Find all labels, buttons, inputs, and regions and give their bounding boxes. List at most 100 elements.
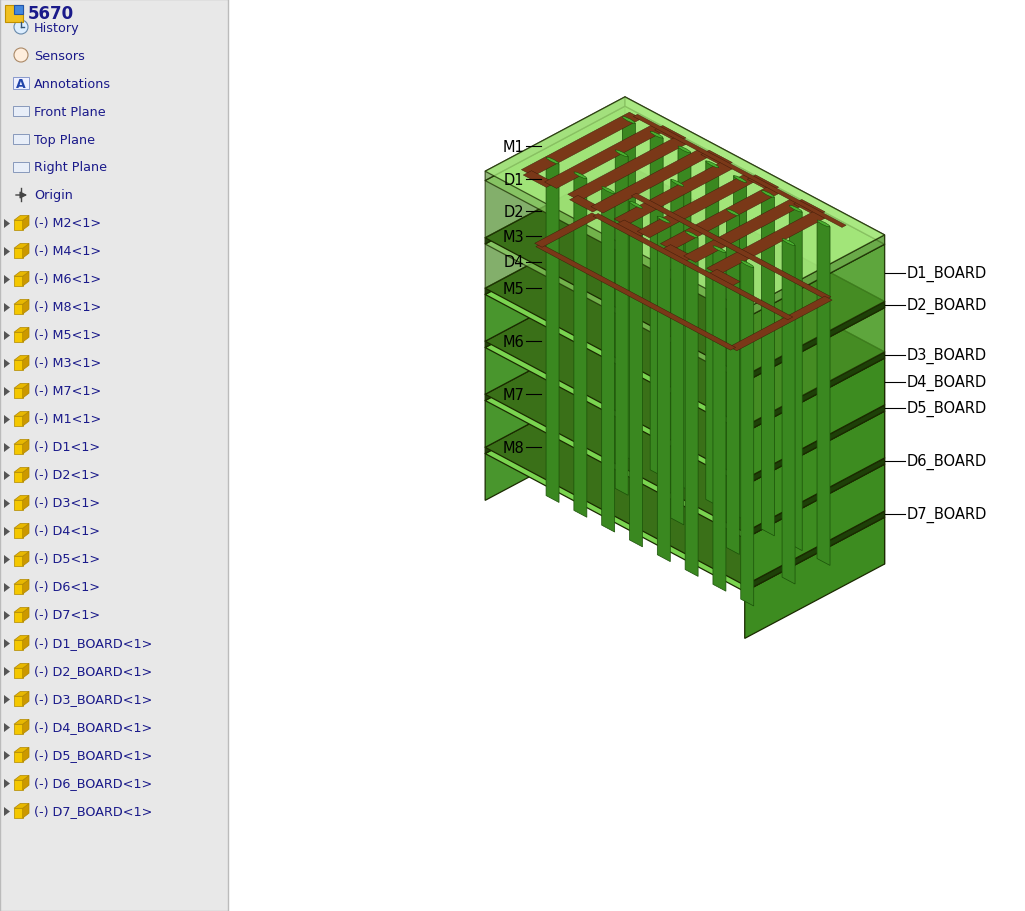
- Polygon shape: [4, 527, 10, 537]
- Polygon shape: [713, 247, 726, 591]
- Polygon shape: [793, 200, 825, 217]
- Polygon shape: [23, 720, 29, 734]
- Polygon shape: [4, 640, 10, 649]
- Text: Annotations: Annotations: [34, 77, 111, 90]
- Polygon shape: [23, 579, 29, 594]
- Circle shape: [14, 49, 28, 63]
- Polygon shape: [622, 118, 636, 463]
- Polygon shape: [5, 6, 23, 23]
- Polygon shape: [14, 781, 23, 790]
- Polygon shape: [631, 194, 831, 300]
- Polygon shape: [625, 380, 885, 565]
- FancyBboxPatch shape: [13, 78, 29, 90]
- Text: (-) M4<1>: (-) M4<1>: [34, 245, 101, 258]
- Polygon shape: [14, 579, 29, 585]
- Polygon shape: [708, 270, 740, 287]
- Polygon shape: [4, 303, 10, 312]
- Polygon shape: [706, 161, 719, 507]
- Polygon shape: [23, 272, 29, 287]
- Polygon shape: [14, 804, 29, 808]
- Text: D3_BOARD: D3_BOARD: [906, 347, 987, 363]
- Polygon shape: [745, 458, 885, 539]
- Polygon shape: [485, 380, 625, 501]
- Polygon shape: [713, 247, 726, 253]
- Polygon shape: [485, 327, 885, 539]
- Polygon shape: [23, 552, 29, 567]
- Polygon shape: [614, 162, 734, 226]
- FancyBboxPatch shape: [13, 135, 29, 145]
- Polygon shape: [670, 180, 684, 187]
- Polygon shape: [14, 272, 29, 277]
- Polygon shape: [4, 611, 10, 620]
- Polygon shape: [23, 664, 29, 679]
- Polygon shape: [14, 720, 29, 724]
- Text: (-) D6_BOARD<1>: (-) D6_BOARD<1>: [34, 777, 153, 790]
- Polygon shape: [625, 220, 885, 405]
- Polygon shape: [4, 220, 10, 229]
- Text: 5670: 5670: [28, 5, 74, 23]
- Polygon shape: [633, 115, 846, 228]
- Polygon shape: [485, 321, 625, 401]
- Polygon shape: [485, 274, 885, 486]
- Polygon shape: [23, 608, 29, 622]
- Polygon shape: [23, 636, 29, 650]
- Polygon shape: [734, 177, 746, 183]
- Text: Right Plane: Right Plane: [34, 161, 107, 174]
- Polygon shape: [727, 210, 739, 555]
- Text: M8: M8: [502, 440, 524, 456]
- FancyBboxPatch shape: [13, 163, 29, 173]
- Polygon shape: [14, 608, 29, 612]
- Text: M6: M6: [502, 334, 524, 349]
- Polygon shape: [622, 118, 636, 124]
- Polygon shape: [485, 374, 885, 586]
- Polygon shape: [14, 412, 29, 417]
- Polygon shape: [14, 748, 29, 752]
- Polygon shape: [14, 305, 23, 314]
- Polygon shape: [485, 107, 625, 239]
- Polygon shape: [4, 667, 10, 676]
- Polygon shape: [14, 417, 23, 426]
- Polygon shape: [685, 231, 698, 577]
- Polygon shape: [14, 664, 29, 669]
- Polygon shape: [685, 231, 698, 239]
- Polygon shape: [650, 132, 663, 139]
- Polygon shape: [485, 274, 625, 394]
- Text: (-) M5<1>: (-) M5<1>: [34, 329, 101, 343]
- Polygon shape: [14, 221, 23, 230]
- Polygon shape: [14, 468, 29, 473]
- Polygon shape: [4, 695, 10, 704]
- Polygon shape: [536, 245, 736, 351]
- Polygon shape: [485, 107, 885, 319]
- Polygon shape: [522, 113, 642, 177]
- Text: History: History: [34, 22, 80, 35]
- Polygon shape: [701, 151, 732, 168]
- Polygon shape: [14, 669, 23, 679]
- Text: D1: D1: [503, 173, 524, 188]
- Text: (-) D1_BOARD<1>: (-) D1_BOARD<1>: [34, 637, 153, 650]
- Polygon shape: [670, 180, 684, 526]
- Polygon shape: [678, 147, 691, 492]
- Text: (-) D5<1>: (-) D5<1>: [34, 553, 100, 566]
- Polygon shape: [745, 245, 885, 376]
- Text: Origin: Origin: [34, 189, 73, 202]
- Polygon shape: [14, 524, 29, 528]
- Text: (-) D4<1>: (-) D4<1>: [34, 525, 100, 537]
- Polygon shape: [485, 374, 625, 454]
- Polygon shape: [14, 361, 23, 371]
- Polygon shape: [485, 170, 885, 383]
- Polygon shape: [546, 158, 559, 165]
- Polygon shape: [4, 499, 10, 508]
- Text: Top Plane: Top Plane: [34, 133, 95, 147]
- Polygon shape: [745, 308, 885, 426]
- Polygon shape: [14, 636, 29, 640]
- Polygon shape: [657, 217, 670, 562]
- Polygon shape: [745, 517, 885, 639]
- Polygon shape: [23, 300, 29, 314]
- Polygon shape: [625, 215, 885, 359]
- Polygon shape: [14, 389, 23, 399]
- Text: D6_BOARD: D6_BOARD: [906, 454, 987, 470]
- Polygon shape: [23, 356, 29, 371]
- Polygon shape: [782, 240, 795, 246]
- Polygon shape: [14, 528, 23, 538]
- Polygon shape: [485, 215, 625, 295]
